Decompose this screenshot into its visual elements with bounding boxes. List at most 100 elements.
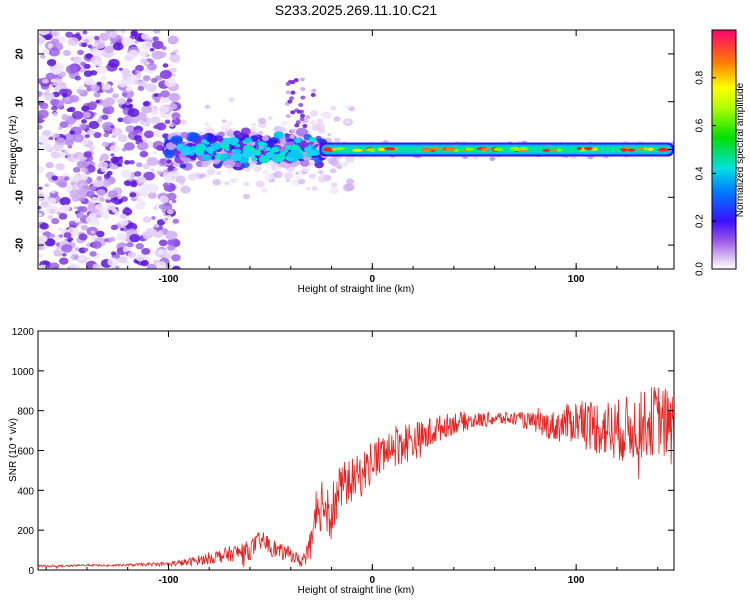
noise-blob: [84, 134, 90, 139]
ridge-halo-blob: [489, 156, 496, 162]
noise-blob: [99, 32, 110, 41]
noise-blob: [44, 92, 55, 101]
noise-blob: [117, 79, 129, 88]
noise-blob: [81, 167, 89, 173]
noise-blob: [90, 230, 95, 234]
noise-blob: [41, 48, 50, 55]
noise-blob: [141, 191, 149, 197]
noise-blob: [130, 31, 138, 37]
faint-blob: [262, 169, 269, 175]
noise-blob: [83, 63, 91, 69]
noise-blob: [129, 192, 137, 198]
noise-blob: [159, 158, 168, 165]
noise-blob: [72, 133, 84, 143]
band-blob: [240, 127, 251, 136]
noise-blob: [100, 166, 108, 173]
noise-blob: [153, 93, 159, 97]
noise-blob: [147, 63, 157, 71]
noise-blob: [127, 251, 137, 259]
noise-blob: [75, 212, 85, 219]
noise-blob: [105, 202, 117, 211]
top-y-tick-label: 0: [15, 146, 26, 152]
ridge-hot-spot: [643, 147, 648, 151]
faint-blob: [228, 97, 235, 102]
ridge-hot-spot: [384, 147, 396, 151]
noise-blob: [51, 218, 60, 225]
noise-blob: [105, 198, 112, 204]
noise-blob: [71, 110, 84, 120]
noise-blob: [122, 228, 128, 232]
noise-blob: [119, 213, 127, 219]
noise-blob: [110, 153, 115, 157]
noise-blob: [126, 242, 134, 248]
noise-blob: [51, 30, 61, 38]
noise-blob: [171, 73, 177, 77]
faint-blob: [316, 118, 324, 124]
noise-blob: [58, 126, 63, 130]
noise-blob: [128, 160, 135, 165]
noise-blob: [58, 234, 64, 238]
faint-blob: [317, 174, 328, 183]
noise-blob: [157, 249, 164, 255]
streak-blob: [289, 134, 295, 139]
noise-blob: [123, 142, 135, 151]
colorbar-tick-label: 0.4: [695, 166, 706, 180]
noise-blob: [126, 171, 131, 176]
noise-blob: [78, 221, 83, 225]
noise-blob: [103, 132, 109, 138]
faint-blob: [227, 170, 232, 174]
noise-blob: [111, 134, 116, 138]
noise-blob: [85, 53, 94, 60]
noise-blob: [123, 180, 132, 186]
bottom-y-tick-label: 0: [28, 566, 34, 577]
noise-blob: [108, 58, 120, 68]
noise-blob: [94, 36, 100, 41]
noise-blob: [131, 180, 136, 184]
band-blob: [291, 161, 297, 166]
noise-blob: [125, 102, 130, 106]
noise-blob: [47, 43, 55, 49]
noise-blob: [50, 66, 62, 75]
band-hot-blob: [258, 147, 263, 151]
faint-blob: [303, 118, 309, 124]
noise-blob: [88, 120, 100, 130]
noise-blob: [81, 105, 89, 112]
noise-blob: [149, 48, 155, 52]
faint-blob: [200, 173, 206, 178]
noise-blob: [88, 212, 97, 219]
noise-blob: [38, 36, 46, 44]
noise-blob: [86, 190, 95, 198]
bottom-x-axis-label: Height of straight line (km): [298, 585, 415, 596]
spectrogram-heatmap: [38, 30, 674, 269]
noise-blob: [136, 176, 147, 184]
noise-blob: [49, 262, 60, 269]
noise-blob: [158, 239, 168, 247]
noise-blob: [58, 212, 68, 220]
noise-blob: [93, 92, 101, 98]
band-hot-blob: [214, 154, 222, 160]
noise-blob: [40, 200, 50, 208]
faint-blob: [344, 119, 351, 125]
noise-blob: [114, 211, 120, 216]
noise-blob: [143, 118, 148, 123]
band-blob: [222, 159, 236, 169]
noise-blob: [78, 196, 85, 202]
noise-blob: [130, 181, 138, 188]
faint-blob: [329, 168, 337, 174]
noise-blob: [154, 130, 164, 138]
faint-blob: [274, 166, 282, 172]
ridge-hot-spot: [519, 146, 529, 151]
band-blob: [179, 163, 187, 169]
band-hot-blob: [235, 152, 243, 159]
noise-blob: [78, 85, 84, 90]
top-y-tick-label: -20: [15, 237, 26, 252]
band-hot-blob: [241, 150, 253, 158]
noise-blob: [62, 93, 68, 98]
chart-title: S233.2025.269.11.10.C21: [275, 2, 438, 18]
noise-blob: [47, 215, 54, 220]
ridge-hot-spot: [352, 148, 363, 152]
noise-blob: [168, 92, 181, 103]
noise-blob: [127, 108, 140, 118]
